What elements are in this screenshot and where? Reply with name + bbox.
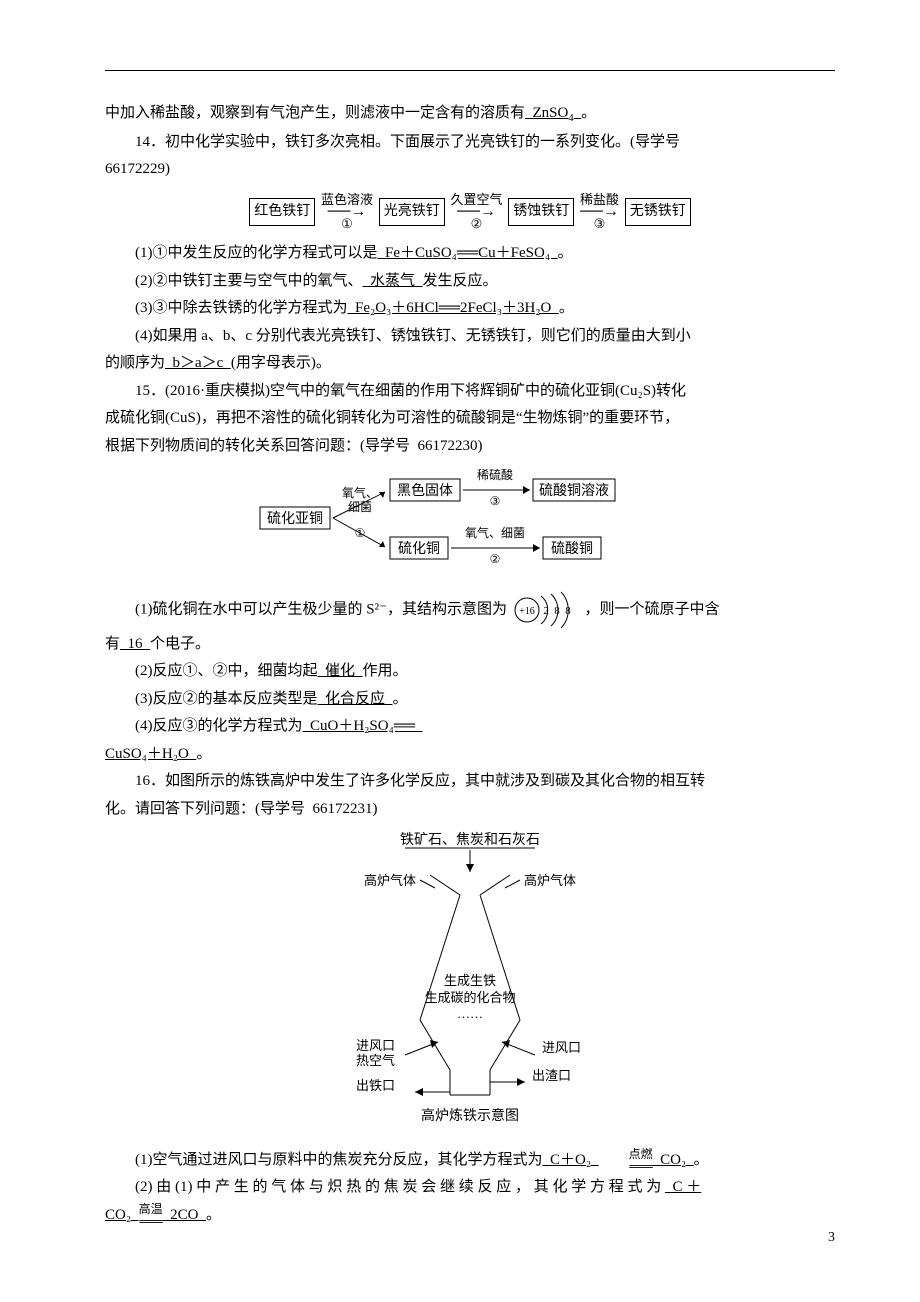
q16-a: 16．如图所示的炼铁高炉中发生了许多化学反应，其中就涉及到碳及其化合物的相互转 (105, 769, 835, 795)
q15-2: (2)反应①、②中，细菌均起 催化 作用。 (105, 659, 835, 685)
flow2: 硫化亚铜 氧气、 细菌 ① 黑色固体 稀硫酸 ③ 硫酸铜溶液 硫化铜 氧气、细菌… (105, 467, 835, 582)
q15-b: 成硫化铜(CuS)，再把不溶性的硫化铜转化为可溶性的硫酸铜是“生物炼铜”的重要环… (105, 406, 835, 432)
page-number: 3 (828, 1226, 835, 1250)
svg-text:生成碳的化合物: 生成碳的化合物 (424, 990, 515, 1005)
flow2-svg: 硫化亚铜 氧气、 细菌 ① 黑色固体 稀硫酸 ③ 硫酸铜溶液 硫化铜 氧气、细菌… (255, 467, 685, 572)
svg-text:8: 8 (565, 605, 571, 617)
q15-1c: 有 16 个电子。 (105, 632, 835, 658)
svg-text:高炉气体: 高炉气体 (364, 873, 416, 888)
q14-3: (3)③中除去铁锈的化学方程式为 Fe₂O₃＋6HCl══2FeCl₃＋3H₂O… (105, 296, 835, 322)
q14-2: (2)②中铁钉主要与空气中的氧气、 水蒸气 发生反应。 (105, 269, 835, 295)
svg-text:热空气: 热空气 (356, 1053, 395, 1068)
flow2-bota1: 氧气、细菌 (465, 525, 525, 540)
flow1-b3: 锈蚀铁钉 (508, 198, 574, 226)
q15-4b: CuSO₄＋H₂O 。 (105, 742, 835, 768)
flow2-src: 硫化亚铜 (267, 511, 323, 527)
flow1-b2: 光亮铁钉 (379, 198, 445, 226)
svg-text:8: 8 (554, 605, 560, 617)
flow1-b4: 无锈铁钉 (625, 198, 691, 226)
q14-1: (1)①中发生反应的化学方程式可以是 Fe＋CuSO₄══Cu＋FeSO₄ 。 (105, 241, 835, 267)
flow2-bot2: 硫酸铜 (551, 541, 593, 557)
svg-text:铁矿石、焦炭和石灰石: 铁矿石、焦炭和石灰石 (400, 832, 540, 848)
q16-b: 化。请回答下列问题：(导学号 66172231) (105, 797, 835, 823)
furnace-diagram: 铁矿石、焦炭和石灰石 高炉气体 高炉气体 生成生铁 生成碳的化合物 …… (105, 830, 835, 1140)
flow2-bot1: 硫化铜 (398, 541, 440, 557)
q14-text2: 66172229) (105, 157, 835, 183)
header-rule (105, 70, 835, 71)
q16-2a: (2) 由 (1) 中 产 生 的 气 体 与 炽 热 的 焦 炭 会 继 续 … (105, 1175, 835, 1201)
svg-text:生成生铁: 生成生铁 (444, 973, 496, 988)
flow2-topa2: ③ (490, 494, 501, 508)
svg-text:出铁口: 出铁口 (356, 1078, 395, 1093)
flow1-b1: 红色铁钉 (249, 198, 315, 226)
q14-4b: 的顺序为 b＞a＞c (用字母表示)。 (105, 351, 835, 377)
svg-text:+16: +16 (519, 606, 535, 617)
q15-1: (1)硫化铜在水中可以产生极少量的 S²⁻，其结构示意图为 +16 2 8 8 … (105, 590, 835, 630)
svg-text:2: 2 (543, 605, 549, 617)
flow1-a2: 久置空气 ──→ ② (448, 193, 504, 231)
svg-text:……: …… (457, 1006, 483, 1021)
q15-4: (4)反应③的化学方程式为 CuO＋H₂SO₄══ (105, 714, 835, 740)
q14-4a: (4)如果用 a、b、c 分别代表光亮铁钉、锈蚀铁钉、无锈铁钉，则它们的质量由大… (105, 324, 835, 350)
svg-text:高炉炼铁示意图: 高炉炼铁示意图 (421, 1107, 519, 1124)
flow2-topa1: 稀硫酸 (477, 467, 513, 482)
flow2-top2: 硫酸铜溶液 (539, 483, 609, 499)
q15-a: 15．(2016·重庆模拟)空气中的氧气在细菌的作用下将辉铜矿中的硫化亚铜(Cu… (105, 379, 835, 405)
furnace-svg: 铁矿石、焦炭和石灰石 高炉气体 高炉气体 生成生铁 生成碳的化合物 …… (320, 830, 620, 1130)
q14-text: 14．初中化学实验中，铁钉多次亮相。下面展示了光亮铁钉的一系列变化。(导学号 (105, 130, 835, 156)
flow1: 红色铁钉 蓝色溶液 ──→ ① 光亮铁钉 久置空气 ──→ ② 锈蚀铁钉 稀盐酸… (105, 193, 835, 231)
flow2-bota2: ② (490, 552, 501, 566)
q16-1: (1)空气通过进风口与原料中的焦炭充分反应，其化学方程式为 C＋O₂ 点燃═══… (105, 1148, 835, 1174)
q15-c: 根据下列物质间的转化关系回答问题：(导学号 66172230) (105, 434, 835, 460)
q15-3: (3)反应②的基本反应类型是 化合反应 。 (105, 687, 835, 713)
flow2-top1: 黑色固体 (397, 482, 453, 499)
svg-text:进风口: 进风口 (356, 1038, 395, 1053)
svg-text:出渣口: 出渣口 (532, 1068, 571, 1083)
flow1-a1: 蓝色溶液 ──→ ① (319, 193, 375, 231)
line-continue: 中加入稀盐酸，观察到有气泡产生，则滤液中一定含有的溶质有 ZnSO4 。 (105, 101, 835, 128)
flow2-a1b: 细菌 (348, 500, 372, 514)
q16-2b: CO₂ 高温═══ 2CO 。 (105, 1203, 835, 1229)
svg-text:高炉气体: 高炉气体 (524, 873, 576, 888)
svg-text:进风口: 进风口 (542, 1040, 581, 1055)
atom-diagram: +16 2 8 8 (511, 590, 581, 630)
flow1-a3: 稀盐酸 ──→ ③ (578, 193, 621, 231)
